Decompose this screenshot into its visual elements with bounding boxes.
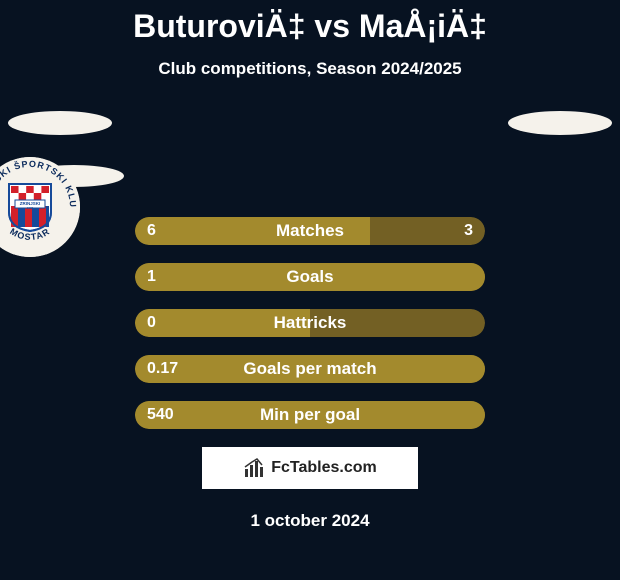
date-label: 1 october 2024 — [0, 511, 620, 531]
stat-label: Goals per match — [135, 355, 485, 383]
stat-label: Matches — [135, 217, 485, 245]
crest-ring-text: HRVATSKI ŠPORTSKI KLUB MOSTAR — [0, 157, 80, 257]
brand-label: FcTables.com — [271, 459, 377, 477]
stat-label: Goals — [135, 263, 485, 291]
stat-bars: 6 Matches 3 1 Goals 0 Hattricks 0.17 Goa… — [135, 217, 485, 429]
stat-value-right: 3 — [464, 217, 473, 245]
svg-text:MOSTAR: MOSTAR — [8, 226, 52, 242]
team-badge-right-1 — [508, 111, 612, 135]
brand-chart-icon — [243, 457, 265, 479]
stats-section: HRVATSKI ŠPORTSKI KLUB MOSTAR ZRINJSKI — [0, 117, 620, 429]
page-title: ButuroviÄ‡ vs MaÅ¡iÄ‡ — [0, 0, 620, 45]
subtitle: Club competitions, Season 2024/2025 — [0, 59, 620, 79]
stat-bar: 1 Goals — [135, 263, 485, 291]
svg-text:HRVATSKI ŠPORTSKI KLUB: HRVATSKI ŠPORTSKI KLUB — [0, 157, 78, 208]
stat-bar: 6 Matches 3 — [135, 217, 485, 245]
stat-bar: 0.17 Goals per match — [135, 355, 485, 383]
team-crest-zrinjski: HRVATSKI ŠPORTSKI KLUB MOSTAR ZRINJSKI — [0, 157, 80, 257]
brand-box: FcTables.com — [202, 447, 418, 489]
stat-label: Min per goal — [135, 401, 485, 429]
stat-label: Hattricks — [135, 309, 485, 337]
stat-bar: 0 Hattricks — [135, 309, 485, 337]
team-badge-left-1 — [8, 111, 112, 135]
stat-bar: 540 Min per goal — [135, 401, 485, 429]
